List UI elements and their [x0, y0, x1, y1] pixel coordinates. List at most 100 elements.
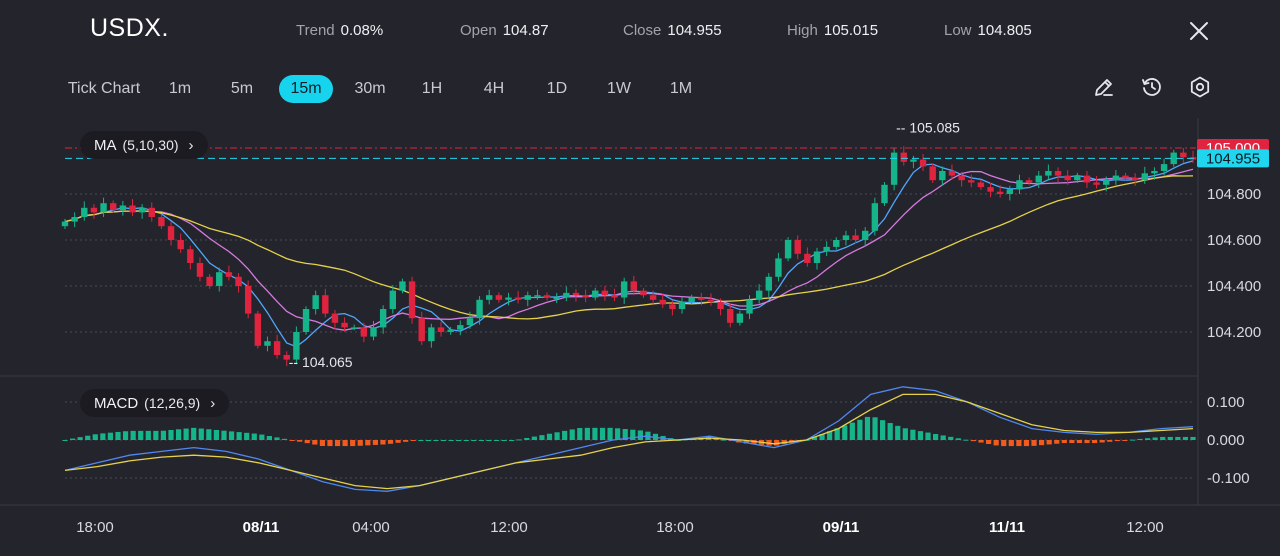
- candle-body: [640, 290, 647, 296]
- candle-body: [890, 152, 898, 185]
- macd-histogram-bar: [501, 440, 507, 441]
- ma5-line: [64, 160, 1194, 348]
- macd-histogram-bar: [100, 433, 106, 440]
- close-icon[interactable]: [1186, 18, 1212, 44]
- macd-histogram-bar: [62, 440, 68, 441]
- candle-body: [958, 175, 965, 181]
- macd-histogram-bar: [77, 437, 83, 440]
- macd-histogram-bar: [433, 440, 439, 441]
- macd-histogram-bar: [175, 429, 182, 440]
- macd-histogram-bar: [425, 440, 431, 441]
- macd-histogram-bar: [266, 436, 273, 440]
- macd-histogram-bar: [562, 430, 568, 440]
- candle-body: [717, 302, 724, 309]
- macd-histogram-bar: [1114, 440, 1120, 442]
- candle-body: [466, 318, 474, 326]
- tab-1m[interactable]: 1m: [168, 80, 192, 97]
- tab-15m[interactable]: 15m: [279, 75, 333, 103]
- macd-histogram-bar: [327, 440, 333, 447]
- candle-body: [399, 281, 406, 291]
- candle-body: [784, 240, 792, 259]
- macd-histogram-bar: [380, 440, 386, 445]
- macd-histogram-bar: [1016, 440, 1022, 447]
- candle-body: [678, 302, 686, 309]
- macd-histogram-bar: [1099, 440, 1105, 443]
- macd-histogram-bar: [1069, 440, 1075, 444]
- macd-histogram-bar: [925, 432, 931, 440]
- macd-histogram-bar: [1076, 440, 1083, 444]
- macd-histogram-bar: [1129, 439, 1136, 441]
- macd-histogram-bar: [448, 440, 454, 441]
- macd-histogram-bar: [365, 440, 371, 446]
- macd-histogram-bar: [1054, 440, 1060, 444]
- candle-body: [1054, 171, 1062, 176]
- settings-icon[interactable]: [1188, 75, 1212, 99]
- candle-body: [264, 341, 271, 346]
- macd-histogram-bar: [569, 429, 575, 440]
- tab-30m[interactable]: 30m: [354, 80, 386, 97]
- tab-1h[interactable]: 1H: [421, 80, 443, 97]
- candle-body: [1016, 180, 1023, 190]
- candle-body: [1093, 182, 1100, 185]
- ma-indicator-pill[interactable]: MA (5,10,30) ›: [80, 131, 208, 159]
- candle-body: [871, 203, 879, 231]
- candle-body: [543, 295, 551, 298]
- grid-lines: [0, 118, 1280, 506]
- macd-histogram-bar: [410, 440, 416, 441]
- macd-histogram-bar: [153, 430, 159, 440]
- y-tick-label: 104.600: [1207, 232, 1261, 249]
- macd-y-tick-label: 0.000: [1207, 432, 1245, 449]
- candle-body: [1025, 180, 1033, 183]
- candle-body: [804, 253, 811, 263]
- macd-histogram-bar: [599, 427, 606, 440]
- macd-histogram-bar: [312, 440, 318, 445]
- macd-histogram-bar: [1190, 436, 1196, 440]
- macd-histogram-bar: [887, 423, 893, 440]
- axis-labels: 104.800 104.600 104.400 104.200 0.100 0.000 -0…: [76, 186, 1261, 536]
- candle-body: [1170, 152, 1177, 165]
- tab-1d[interactable]: 1D: [546, 80, 568, 97]
- macd-histogram-bar: [630, 429, 636, 440]
- candle-body: [948, 171, 956, 176]
- macd-histogram-bar: [1084, 440, 1090, 444]
- candle-body: [881, 184, 888, 204]
- candle-body: [813, 251, 821, 263]
- tab-1m-month[interactable]: 1M: [669, 80, 693, 97]
- candle-body: [244, 286, 252, 314]
- macd-histogram-bar: [554, 432, 560, 440]
- macd-histogram-bar: [917, 431, 924, 440]
- macd-histogram-bar: [978, 440, 984, 443]
- pencil-icon[interactable]: [1092, 75, 1116, 99]
- macd-histogram-bar: [524, 438, 530, 440]
- macd-histogram-bar: [880, 420, 886, 440]
- macd-indicator-pill[interactable]: MACD (12,26,9) ›: [80, 389, 230, 417]
- macd-histogram-bar: [69, 438, 76, 440]
- candle-body: [707, 299, 715, 303]
- candle-body: [148, 207, 155, 217]
- candle-body: [505, 297, 512, 300]
- candle-body: [370, 327, 377, 337]
- macd-histogram-bar: [811, 436, 818, 440]
- macd-histogram-bar: [827, 431, 833, 440]
- candle-body: [1083, 175, 1091, 183]
- tab-tick-chart[interactable]: Tick Chart: [67, 80, 141, 97]
- macd-histogram-bar: [743, 440, 749, 444]
- candle-body: [322, 295, 329, 314]
- tab-5m[interactable]: 5m: [230, 80, 254, 97]
- candle-body: [1180, 152, 1187, 158]
- macd-histogram-bar: [1001, 440, 1007, 447]
- macd-histogram-bar: [864, 416, 871, 440]
- history-icon[interactable]: [1140, 75, 1164, 99]
- candle-body: [1131, 177, 1139, 181]
- tab-1w[interactable]: 1W: [607, 80, 631, 97]
- moving-average-lines: [64, 160, 1194, 348]
- candle-body: [408, 281, 416, 319]
- candle-body: [1035, 175, 1042, 183]
- x-tick-label: 12:00: [1126, 519, 1164, 536]
- tab-4h[interactable]: 4H: [483, 80, 505, 97]
- macd-histogram-bar: [486, 440, 492, 441]
- candle-body: [1045, 171, 1052, 176]
- macd-histogram-bar: [940, 435, 946, 440]
